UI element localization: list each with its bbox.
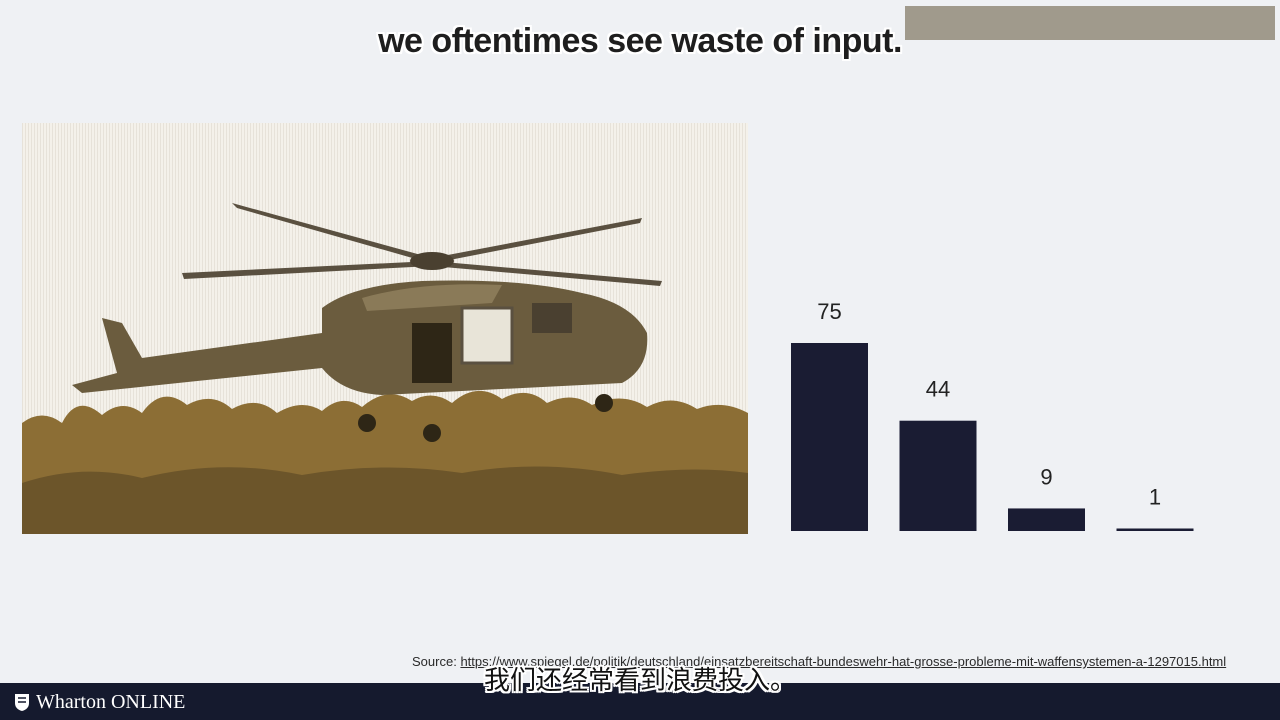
source-citation: Source: https://www.spiegel.de/politik/d… [412,654,1226,669]
footer-bar: Wharton ONLINE [0,683,1280,720]
chinese-subtitle: 我们还经常看到浪费投入。 [483,666,796,696]
source-link[interactable]: https://www.spiegel.de/politik/deutschla… [460,654,1227,669]
source-label: Source: [412,654,457,669]
bar-4 [1116,528,1194,531]
bar-3 [1008,508,1085,531]
shield-icon [15,694,29,711]
top-banner-box [905,6,1275,40]
bar-label-3: 9 [1040,464,1052,489]
logo-text: Wharton ONLINE [36,691,186,713]
tail [72,318,322,393]
helicopter-photo [22,123,748,534]
bar-1 [791,343,868,531]
english-subtitle: we oftentimes see waste of input. [378,22,902,60]
bar-label-4: 1 [1149,484,1161,509]
bar-label-2: 44 [926,377,950,402]
bar-chart: 75 44 9 1 [791,299,1194,531]
wharton-logo: Wharton ONLINE [14,691,185,714]
bar-label-1: 75 [817,299,841,324]
bar-2 [899,420,977,531]
rotor [232,203,432,263]
